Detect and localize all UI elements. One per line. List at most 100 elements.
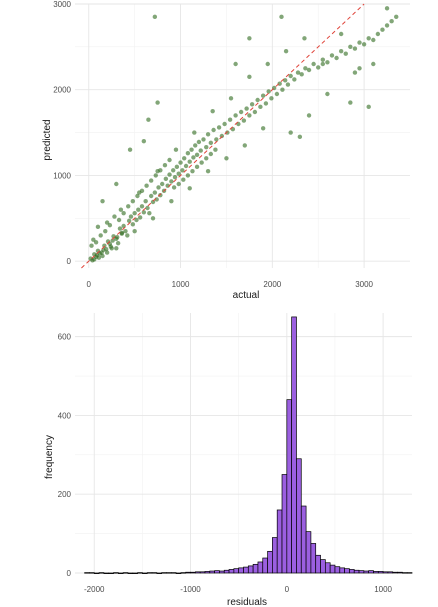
histogram-bar bbox=[132, 572, 138, 574]
data-point bbox=[148, 178, 154, 183]
data-point bbox=[258, 104, 263, 110]
data-point bbox=[303, 66, 308, 71]
data-point bbox=[316, 65, 321, 70]
histogram-bar bbox=[166, 572, 172, 574]
data-point bbox=[95, 224, 101, 230]
histogram-bar bbox=[329, 564, 336, 574]
data-point bbox=[238, 109, 244, 115]
data-point bbox=[280, 87, 285, 92]
data-point bbox=[295, 70, 301, 75]
data-point bbox=[297, 134, 303, 140]
data-point bbox=[260, 93, 266, 98]
data-point bbox=[141, 210, 147, 215]
scatter-chart: 0 1000 2000 3000 0 1000 2000 3000 actual predic… bbox=[42, 0, 410, 301]
data-point bbox=[249, 102, 255, 107]
data-point bbox=[311, 61, 316, 67]
data-point bbox=[361, 42, 367, 47]
histogram-bar bbox=[247, 565, 254, 574]
y-tick-label: 0 bbox=[67, 569, 72, 578]
data-point bbox=[252, 109, 258, 115]
data-point bbox=[334, 55, 339, 61]
data-point bbox=[100, 198, 105, 204]
data-point bbox=[125, 233, 130, 238]
histogram-bar bbox=[204, 571, 211, 574]
data-point bbox=[155, 100, 160, 105]
data-point bbox=[265, 61, 270, 67]
data-point bbox=[139, 204, 145, 209]
histogram-bar bbox=[397, 571, 403, 574]
data-point bbox=[329, 53, 335, 58]
data-point bbox=[114, 181, 119, 187]
data-point bbox=[201, 137, 206, 142]
data-point bbox=[185, 173, 191, 178]
histogram-bar bbox=[262, 557, 268, 574]
data-point bbox=[147, 210, 152, 216]
data-point bbox=[204, 144, 209, 150]
histogram-tick-labels: -2000 -1000 0 1000 0 200 400 600 bbox=[58, 333, 393, 594]
data-point bbox=[306, 67, 312, 73]
data-point bbox=[348, 44, 353, 50]
scatter-tick-labels: 0 1000 2000 3000 0 1000 2000 3000 bbox=[53, 0, 373, 289]
data-point bbox=[222, 121, 227, 127]
scatter-grid bbox=[75, 3, 410, 268]
x-tick-label: -2000 bbox=[84, 585, 105, 594]
data-point bbox=[192, 130, 197, 135]
data-point bbox=[104, 250, 110, 255]
histogram-bar bbox=[353, 569, 360, 574]
data-point bbox=[366, 36, 371, 41]
data-point bbox=[159, 181, 165, 187]
histogram-bar bbox=[339, 567, 345, 574]
histogram-bar bbox=[219, 570, 225, 574]
data-point bbox=[384, 23, 390, 28]
histogram-bar bbox=[89, 572, 95, 574]
histogram-y-axis-title: frequency bbox=[44, 435, 55, 479]
data-point bbox=[185, 150, 191, 156]
x-tick-label: 0 bbox=[285, 585, 290, 594]
histogram-bar bbox=[281, 474, 288, 574]
data-point bbox=[178, 160, 183, 165]
data-point bbox=[366, 104, 371, 110]
histogram-bar bbox=[267, 550, 273, 574]
histogram-bar bbox=[103, 572, 110, 574]
x-tick-label: -1000 bbox=[180, 585, 201, 594]
histogram-bar bbox=[387, 571, 394, 574]
data-point bbox=[181, 177, 186, 182]
data-point bbox=[394, 14, 399, 20]
data-point bbox=[189, 147, 194, 152]
y-tick-label: 1000 bbox=[53, 171, 71, 180]
x-tick-label: 1000 bbox=[172, 280, 190, 289]
data-point bbox=[263, 101, 269, 106]
data-point bbox=[325, 60, 330, 65]
data-point bbox=[320, 57, 326, 62]
histogram-bar bbox=[272, 537, 278, 574]
data-point bbox=[352, 46, 358, 51]
histogram-panel: -2000 -1000 0 1000 0 200 400 600 residuals freq… bbox=[0, 305, 438, 607]
data-point bbox=[187, 159, 192, 164]
data-point bbox=[141, 138, 147, 144]
data-point bbox=[108, 244, 113, 249]
data-point bbox=[115, 240, 121, 246]
x-tick-label: 0 bbox=[87, 280, 92, 289]
reference-line-segment bbox=[81, 3, 365, 269]
data-point bbox=[187, 186, 192, 191]
data-point bbox=[208, 151, 214, 157]
scatter-panel: 0 1000 2000 3000 0 1000 2000 3000 actual predic… bbox=[42, 0, 410, 301]
data-point bbox=[196, 139, 202, 145]
histogram-bar bbox=[146, 572, 153, 574]
histogram-bar bbox=[137, 572, 143, 574]
data-point bbox=[152, 14, 158, 20]
y-tick-label: 2000 bbox=[53, 86, 71, 95]
data-point bbox=[279, 14, 284, 20]
data-point bbox=[320, 61, 326, 67]
data-point bbox=[277, 81, 282, 86]
data-point bbox=[115, 234, 120, 240]
histogram-bar bbox=[170, 572, 177, 574]
data-point bbox=[169, 198, 174, 204]
histogram-bar bbox=[151, 572, 158, 574]
histogram-bar bbox=[195, 571, 201, 574]
histogram-bar bbox=[142, 572, 148, 574]
data-point bbox=[130, 198, 136, 204]
data-point bbox=[126, 218, 132, 224]
data-point bbox=[169, 179, 174, 184]
histogram-bar bbox=[286, 399, 292, 574]
